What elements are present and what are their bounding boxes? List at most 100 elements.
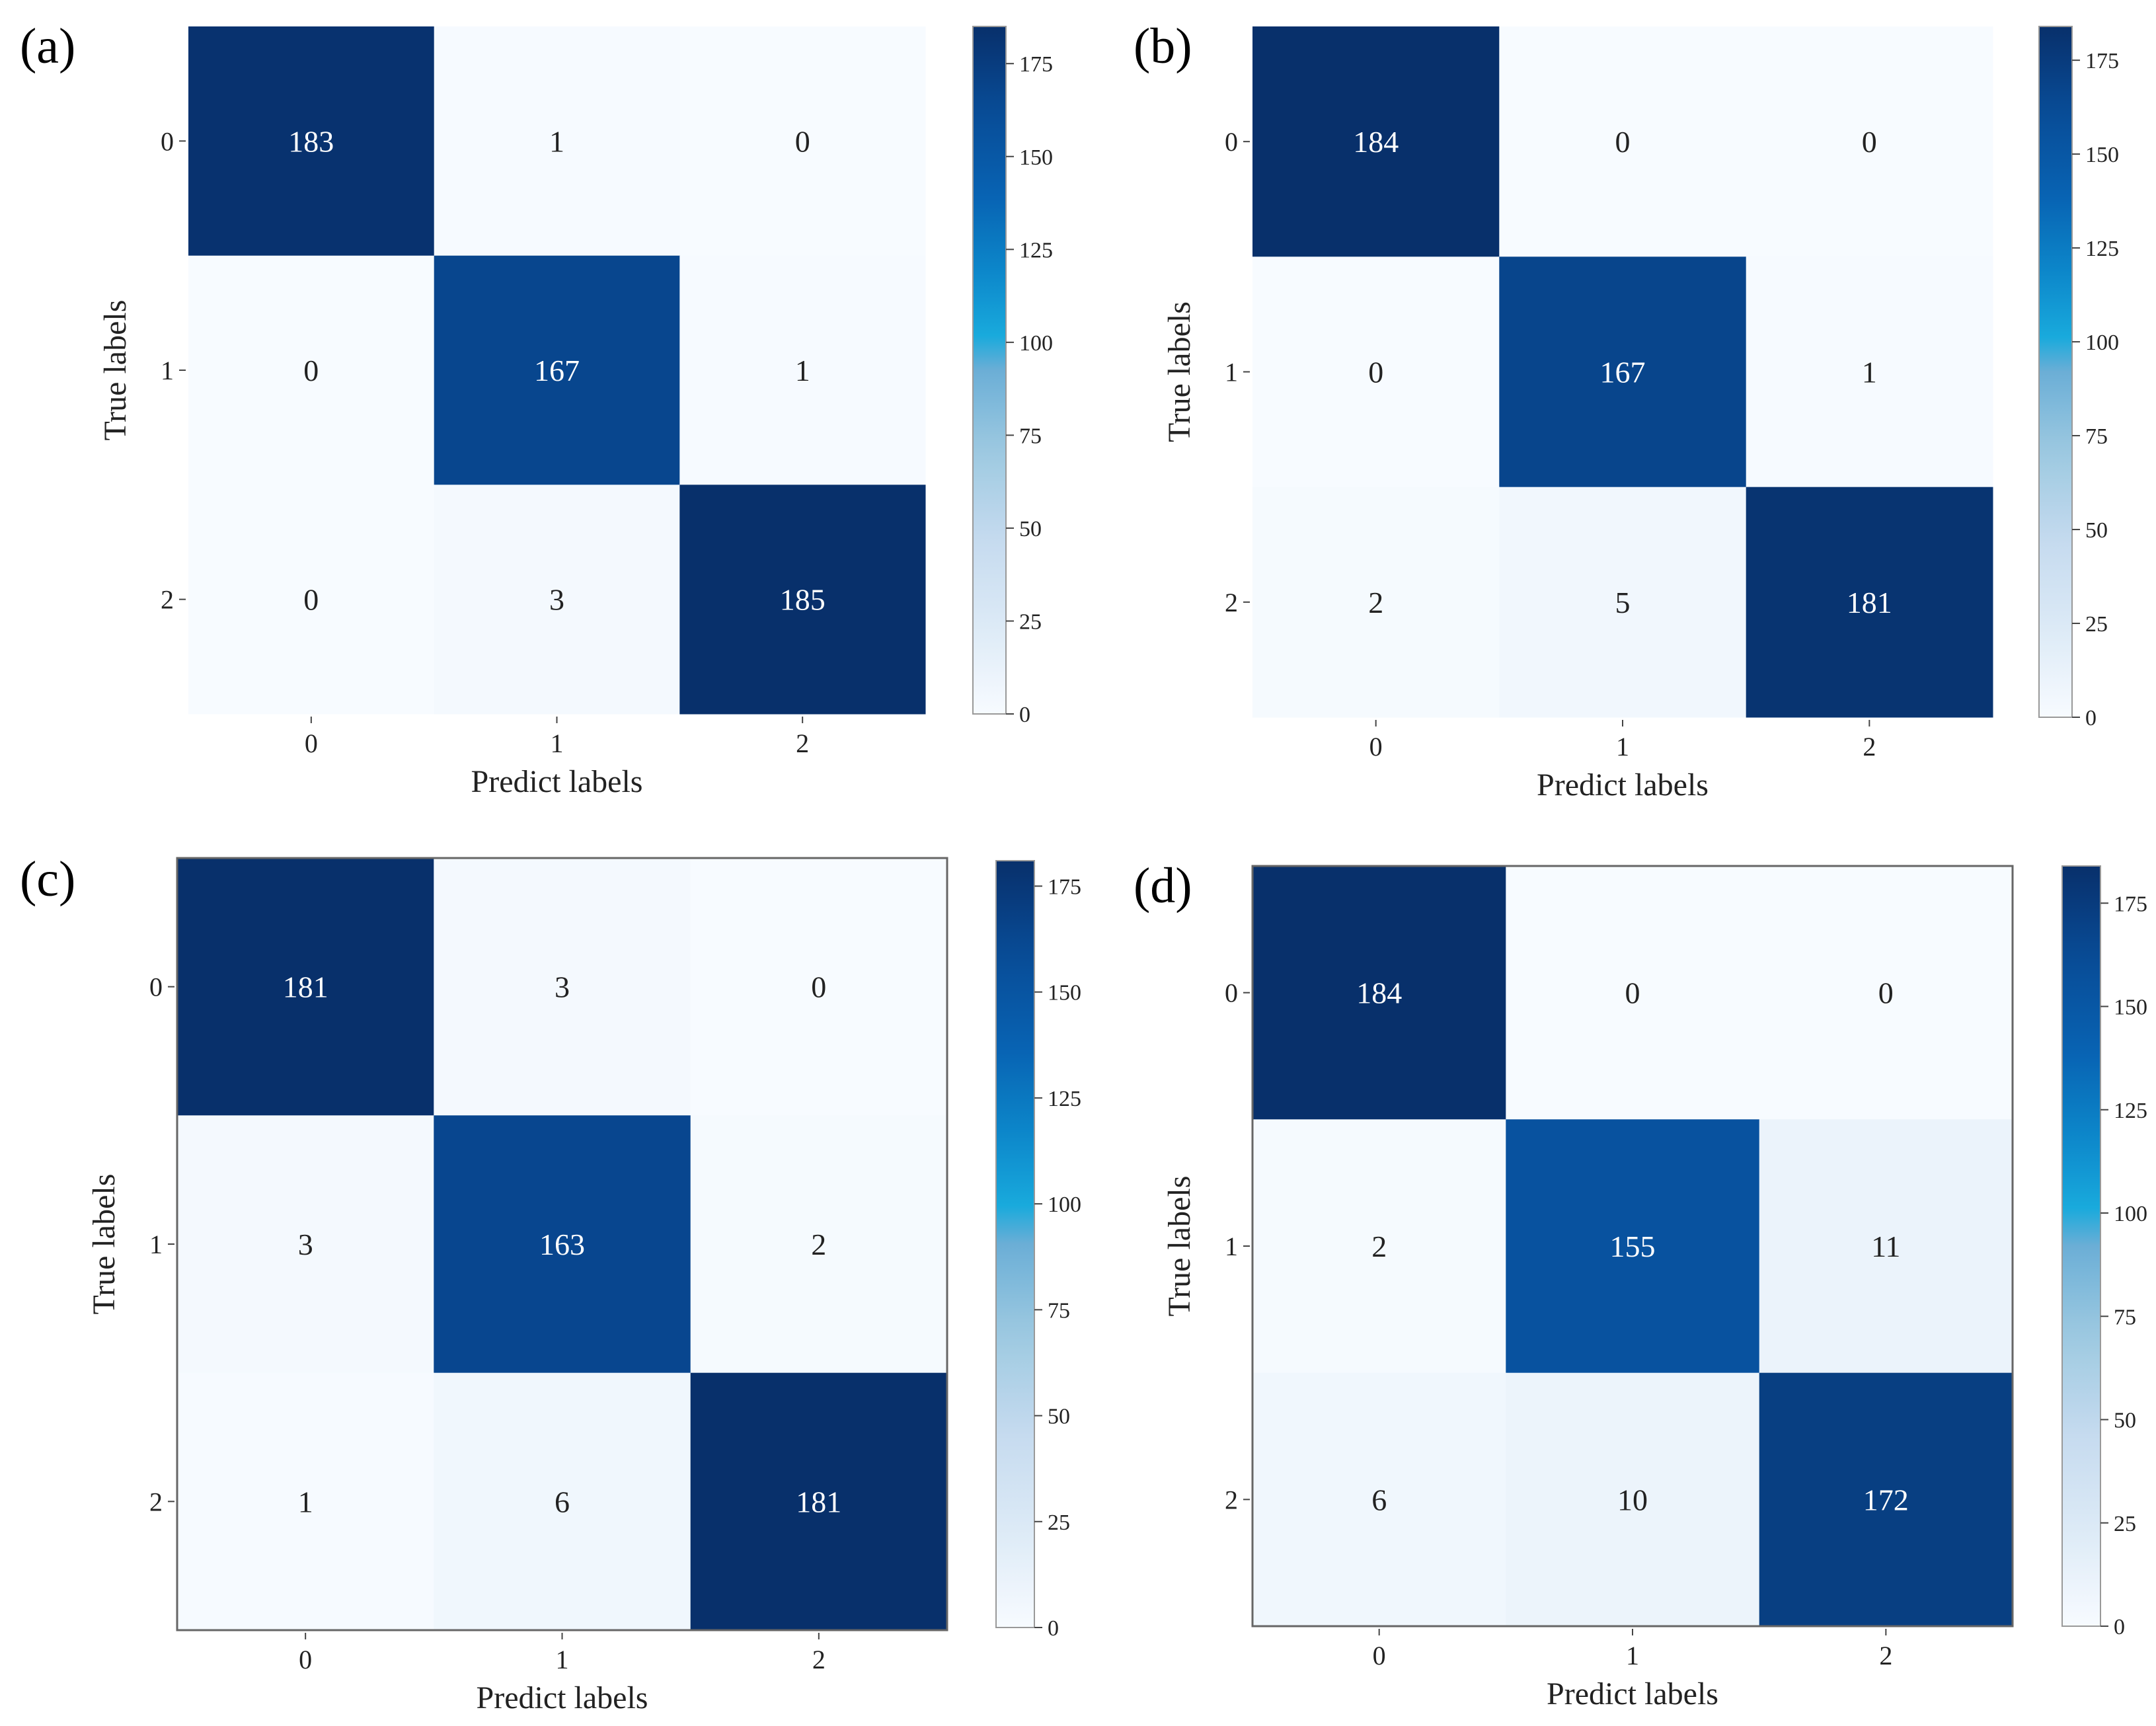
cell-value-label: 2 [1368,586,1383,619]
y-axis-label: True labels [98,300,133,441]
heatmap-cell [1252,866,1506,1120]
cell-value-label: 181 [283,970,328,1004]
heatmap-cell [1499,26,1747,257]
cell-value-label: 181 [1847,586,1892,619]
y-tick-label: 1 [1225,358,1238,387]
cell-value-label: 0 [303,583,319,617]
x-tick-label: 2 [1879,1641,1892,1670]
heatmap-cell [679,26,926,256]
cell-value-label: 0 [811,970,826,1004]
colorbar-tick-label: 25 [1019,609,1042,634]
colorbar-tick-label: 50 [2085,518,2108,543]
colorbar [972,26,1007,715]
cell-value-label: 184 [1356,976,1402,1010]
heatmap-cell [690,1372,948,1631]
y-tick-label: 0 [161,126,174,156]
colorbar-tick-label: 125 [2085,237,2119,261]
x-tick-label: 2 [796,728,809,758]
y-axis-label: True labels [87,1174,122,1315]
x-axis-label: Predict labels [1537,767,1709,803]
colorbar-tick-label: 100 [1019,331,1053,356]
cell-value-label: 3 [549,583,564,617]
x-tick-label: 0 [1369,732,1383,762]
colorbar-tick-label: 50 [1019,517,1042,541]
panel-d: (d) 184 0 0 2 155 11 6 10 172 0 1 2 0 1 2 Predict labels… [1134,858,2147,1711]
heatmap-cell [1252,26,1500,257]
heatmap-cell [1746,26,1993,257]
cell-value-label: 2 [811,1228,826,1261]
cell-value-label: 3 [555,970,570,1004]
cell-value-label: 184 [1353,125,1399,159]
y-tick-label: 2 [161,585,174,615]
y-tick-label: 2 [1225,1485,1238,1514]
colorbar-tick-label: 100 [2114,1202,2147,1226]
plot-border [1251,865,2014,1628]
colorbar-tick-label: 75 [2085,424,2108,449]
cell-value-label: 172 [1863,1483,1909,1516]
cell-value-label: 0 [1625,976,1640,1010]
colorbar-tick-label: 125 [2114,1099,2147,1123]
x-tick-label: 0 [1373,1641,1386,1670]
heatmap-cell [1746,256,1993,488]
colorbar-tick-label: 125 [1019,238,1053,262]
colorbar-tick-label: 0 [2114,1615,2125,1639]
heatmap-cell [1252,1119,1506,1374]
x-tick-label: 1 [551,728,564,758]
cell-value-label: 0 [1368,356,1383,389]
heatmap-cell [434,485,680,715]
cell-value-label: 11 [1871,1230,1900,1263]
y-tick-label: 1 [149,1230,163,1259]
cell-value-label: 10 [1617,1483,1648,1516]
cell-value-label: 167 [534,354,580,387]
heatmap-cell [1746,487,1993,718]
colorbar [2038,26,2073,718]
heatmap-cell [679,255,926,485]
colorbar-tick-label: 0 [1019,703,1030,727]
heatmap-cell [1499,256,1747,488]
heatmap-cell [188,26,435,256]
panel-label: (c) [20,851,75,907]
colorbar-tick-label: 50 [2114,1409,2136,1433]
cell-value-label: 185 [780,583,826,617]
cell-value-label: 183 [288,124,334,158]
colorbar-tick-label: 175 [2114,892,2147,916]
x-tick-label: 0 [305,728,318,758]
colorbar-tick-label: 0 [1048,1616,1059,1641]
heatmap-cell [1759,1119,2013,1374]
cell-value-label: 6 [1371,1483,1387,1516]
colorbar-tick-label: 175 [1048,875,1081,899]
cell-value-label: 0 [795,124,810,158]
cell-value-label: 1 [795,354,810,387]
x-axis-label: Predict labels [1547,1676,1718,1711]
panel-label: (d) [1134,858,1192,914]
x-tick-label: 2 [812,1645,826,1674]
heatmap-cell [434,1372,691,1631]
cell-value-label: 163 [539,1228,585,1261]
cell-value-label: 1 [298,1485,313,1518]
cell-value-label: 0 [1878,976,1894,1010]
cell-value-label: 167 [1600,356,1646,389]
cell-value-label: 6 [555,1485,570,1518]
y-tick-label: 0 [1225,978,1238,1008]
cell-value-label: 1 [549,124,564,158]
x-tick-label: 2 [1863,732,1876,762]
colorbar-tick-label: 25 [1048,1510,1070,1535]
heatmap-cell [434,858,691,1116]
heatmap-cell [188,255,435,485]
cell-value-label: 1 [1862,356,1877,389]
heatmap-cell [690,858,948,1116]
colorbar-tick-label: 100 [1048,1193,1081,1217]
colorbar-tick-label: 175 [1019,52,1053,77]
cell-value-label: 181 [796,1485,841,1518]
heatmap-cell [1759,1372,2013,1627]
colorbar [995,860,1035,1628]
colorbar-tick-label: 75 [2114,1305,2136,1329]
heatmap-cell [177,1115,434,1374]
plot-border [176,857,948,1631]
colorbar-tick-label: 25 [2085,612,2108,637]
heatmap-cell [679,485,926,715]
cell-value-label: 0 [1862,125,1877,159]
heatmap-cell [1252,1372,1506,1627]
